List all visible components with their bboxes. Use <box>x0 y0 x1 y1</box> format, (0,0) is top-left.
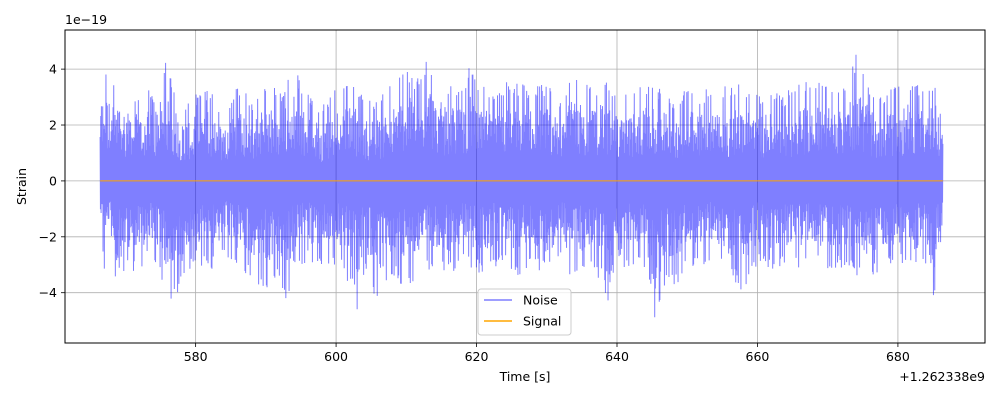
x-tick-label: 580 <box>184 349 208 364</box>
y-tick-label: −4 <box>39 285 57 300</box>
noise-series-line <box>99 54 944 318</box>
legend-signal-label: Signal <box>523 314 561 329</box>
x-tick-label: 660 <box>746 349 770 364</box>
x-tick-label: 640 <box>605 349 629 364</box>
x-tick-label: 680 <box>886 349 910 364</box>
y-tick-label: 4 <box>49 62 57 77</box>
legend: Noise Signal <box>477 288 572 336</box>
y-tick-label: 0 <box>49 173 57 188</box>
legend-noise-label: Noise <box>523 293 558 308</box>
y-tick-label: −2 <box>39 229 57 244</box>
x-tick-label: 620 <box>465 349 489 364</box>
plot-frame <box>64 29 986 344</box>
y-scale-label: 1e−19 <box>65 12 107 27</box>
ticks-layer: 580 600 620 640 660 680 −4 −2 0 2 4 <box>39 62 910 364</box>
x-offset-label: +1.262338e9 <box>899 369 985 384</box>
series-layer <box>99 54 944 318</box>
y-axis-label: Strain <box>14 168 29 205</box>
x-tick-label: 600 <box>324 349 348 364</box>
y-tick-label: 2 <box>49 118 57 133</box>
x-axis-label: Time [s] <box>499 369 551 384</box>
